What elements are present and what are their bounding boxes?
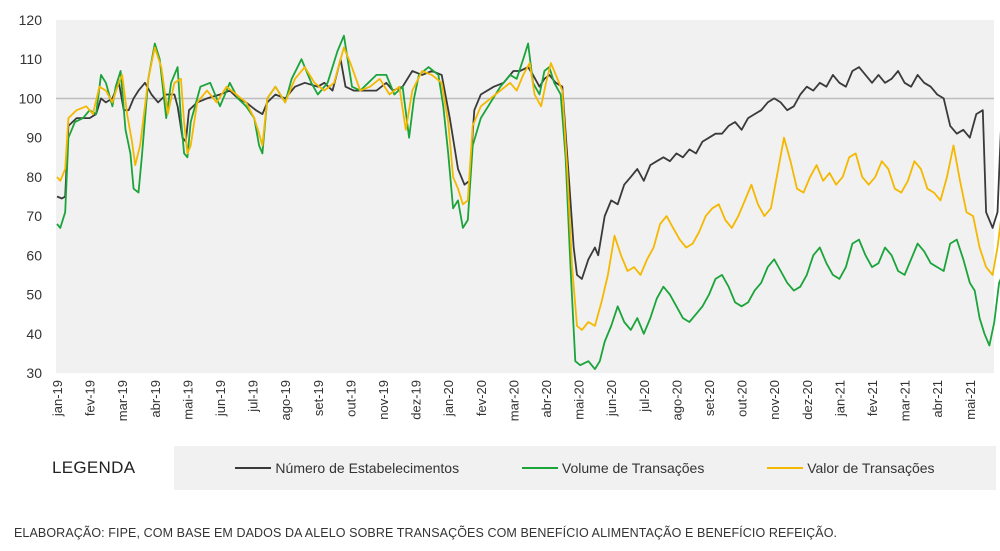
x-tick-label: jun-20 [604,380,619,417]
footnote: ELABORAÇÃO: FIPE, COM BASE EM DADOS DA A… [14,526,838,540]
legend-item-valor: Valor de Transações [767,460,935,476]
legend-title: LEGENDA [40,446,174,490]
y-tick-label: 90 [26,130,42,146]
x-tick-label: dez-20 [800,380,815,420]
legend-swatch-valor [767,467,804,469]
legend-items: Número de Estabelecimentos Volume de Tra… [174,446,996,490]
x-tick-label: abr-20 [539,380,554,418]
x-tick-label: set-19 [311,380,326,416]
y-tick-label: 70 [26,208,42,224]
line-chart: 30 40 50 60 70 80 90 100 110 120 jan-19 fev-19 mar-… [19,12,1000,421]
x-tick-label: ago-19 [278,380,293,420]
x-tick-label: jan-21 [832,380,847,417]
y-axis-ticks: 30 40 50 60 70 80 90 100 110 120 [19,12,43,381]
series-line-2 [56,46,1000,331]
x-tick-label: jan-20 [441,380,456,417]
x-tick-label: out-20 [735,380,750,417]
y-tick-label: 100 [19,90,43,106]
x-tick-label: mar-20 [506,380,521,421]
x-tick-label: abr-21 [930,380,945,418]
x-tick-label: jul-20 [637,380,652,413]
x-tick-label: set-20 [702,380,717,416]
x-tick-label: fev-19 [83,380,98,416]
x-tick-label: jun-19 [213,380,228,417]
x-tick-label: dez-19 [409,380,424,420]
x-tick-label: jan-19 [50,380,65,417]
y-tick-label: 40 [26,326,42,342]
series-layer [56,34,1000,370]
legend-label: Número de Estabelecimentos [275,460,460,476]
x-tick-label: nov-19 [376,380,391,420]
x-tick-label: ago-20 [669,380,684,420]
y-tick-label: 50 [26,287,42,303]
x-tick-label: fev-20 [474,380,489,416]
x-tick-label: abr-19 [148,380,163,418]
legend-label: Volume de Transações [561,460,705,476]
y-tick-label: 80 [26,169,42,185]
y-tick-label: 30 [26,365,42,381]
x-tick-label: mai-20 [572,380,587,420]
x-tick-label: out-19 [343,380,358,417]
y-tick-label: 60 [26,247,42,263]
legend: LEGENDA Número de Estabelecimentos Volum… [40,446,996,490]
x-tick-label: mai-19 [180,380,195,420]
x-tick-label: mar-21 [898,380,913,421]
y-tick-label: 110 [20,51,43,67]
y-tick-label: 120 [19,12,43,28]
x-tick-label: mai-21 [963,380,978,420]
legend-label: Valor de Transações [807,460,935,476]
legend-item-volume: Volume de Transações [521,460,705,476]
x-tick-label: mar-19 [115,380,130,421]
plot-background [56,20,994,373]
legend-swatch-estabelecimentos [235,467,272,469]
x-axis-ticks: jan-19 fev-19 mar-19 abr-19 mai-19 jun-19 jul-… [50,380,978,421]
series-line-1 [56,34,1000,370]
series-line-0 [56,58,1000,280]
legend-swatch-volume [521,467,558,469]
x-tick-label: nov-20 [767,380,782,420]
x-tick-label: fev-21 [865,380,880,416]
x-tick-label: jul-19 [246,380,261,413]
legend-item-estabelecimentos: Número de Estabelecimentos [235,460,459,476]
